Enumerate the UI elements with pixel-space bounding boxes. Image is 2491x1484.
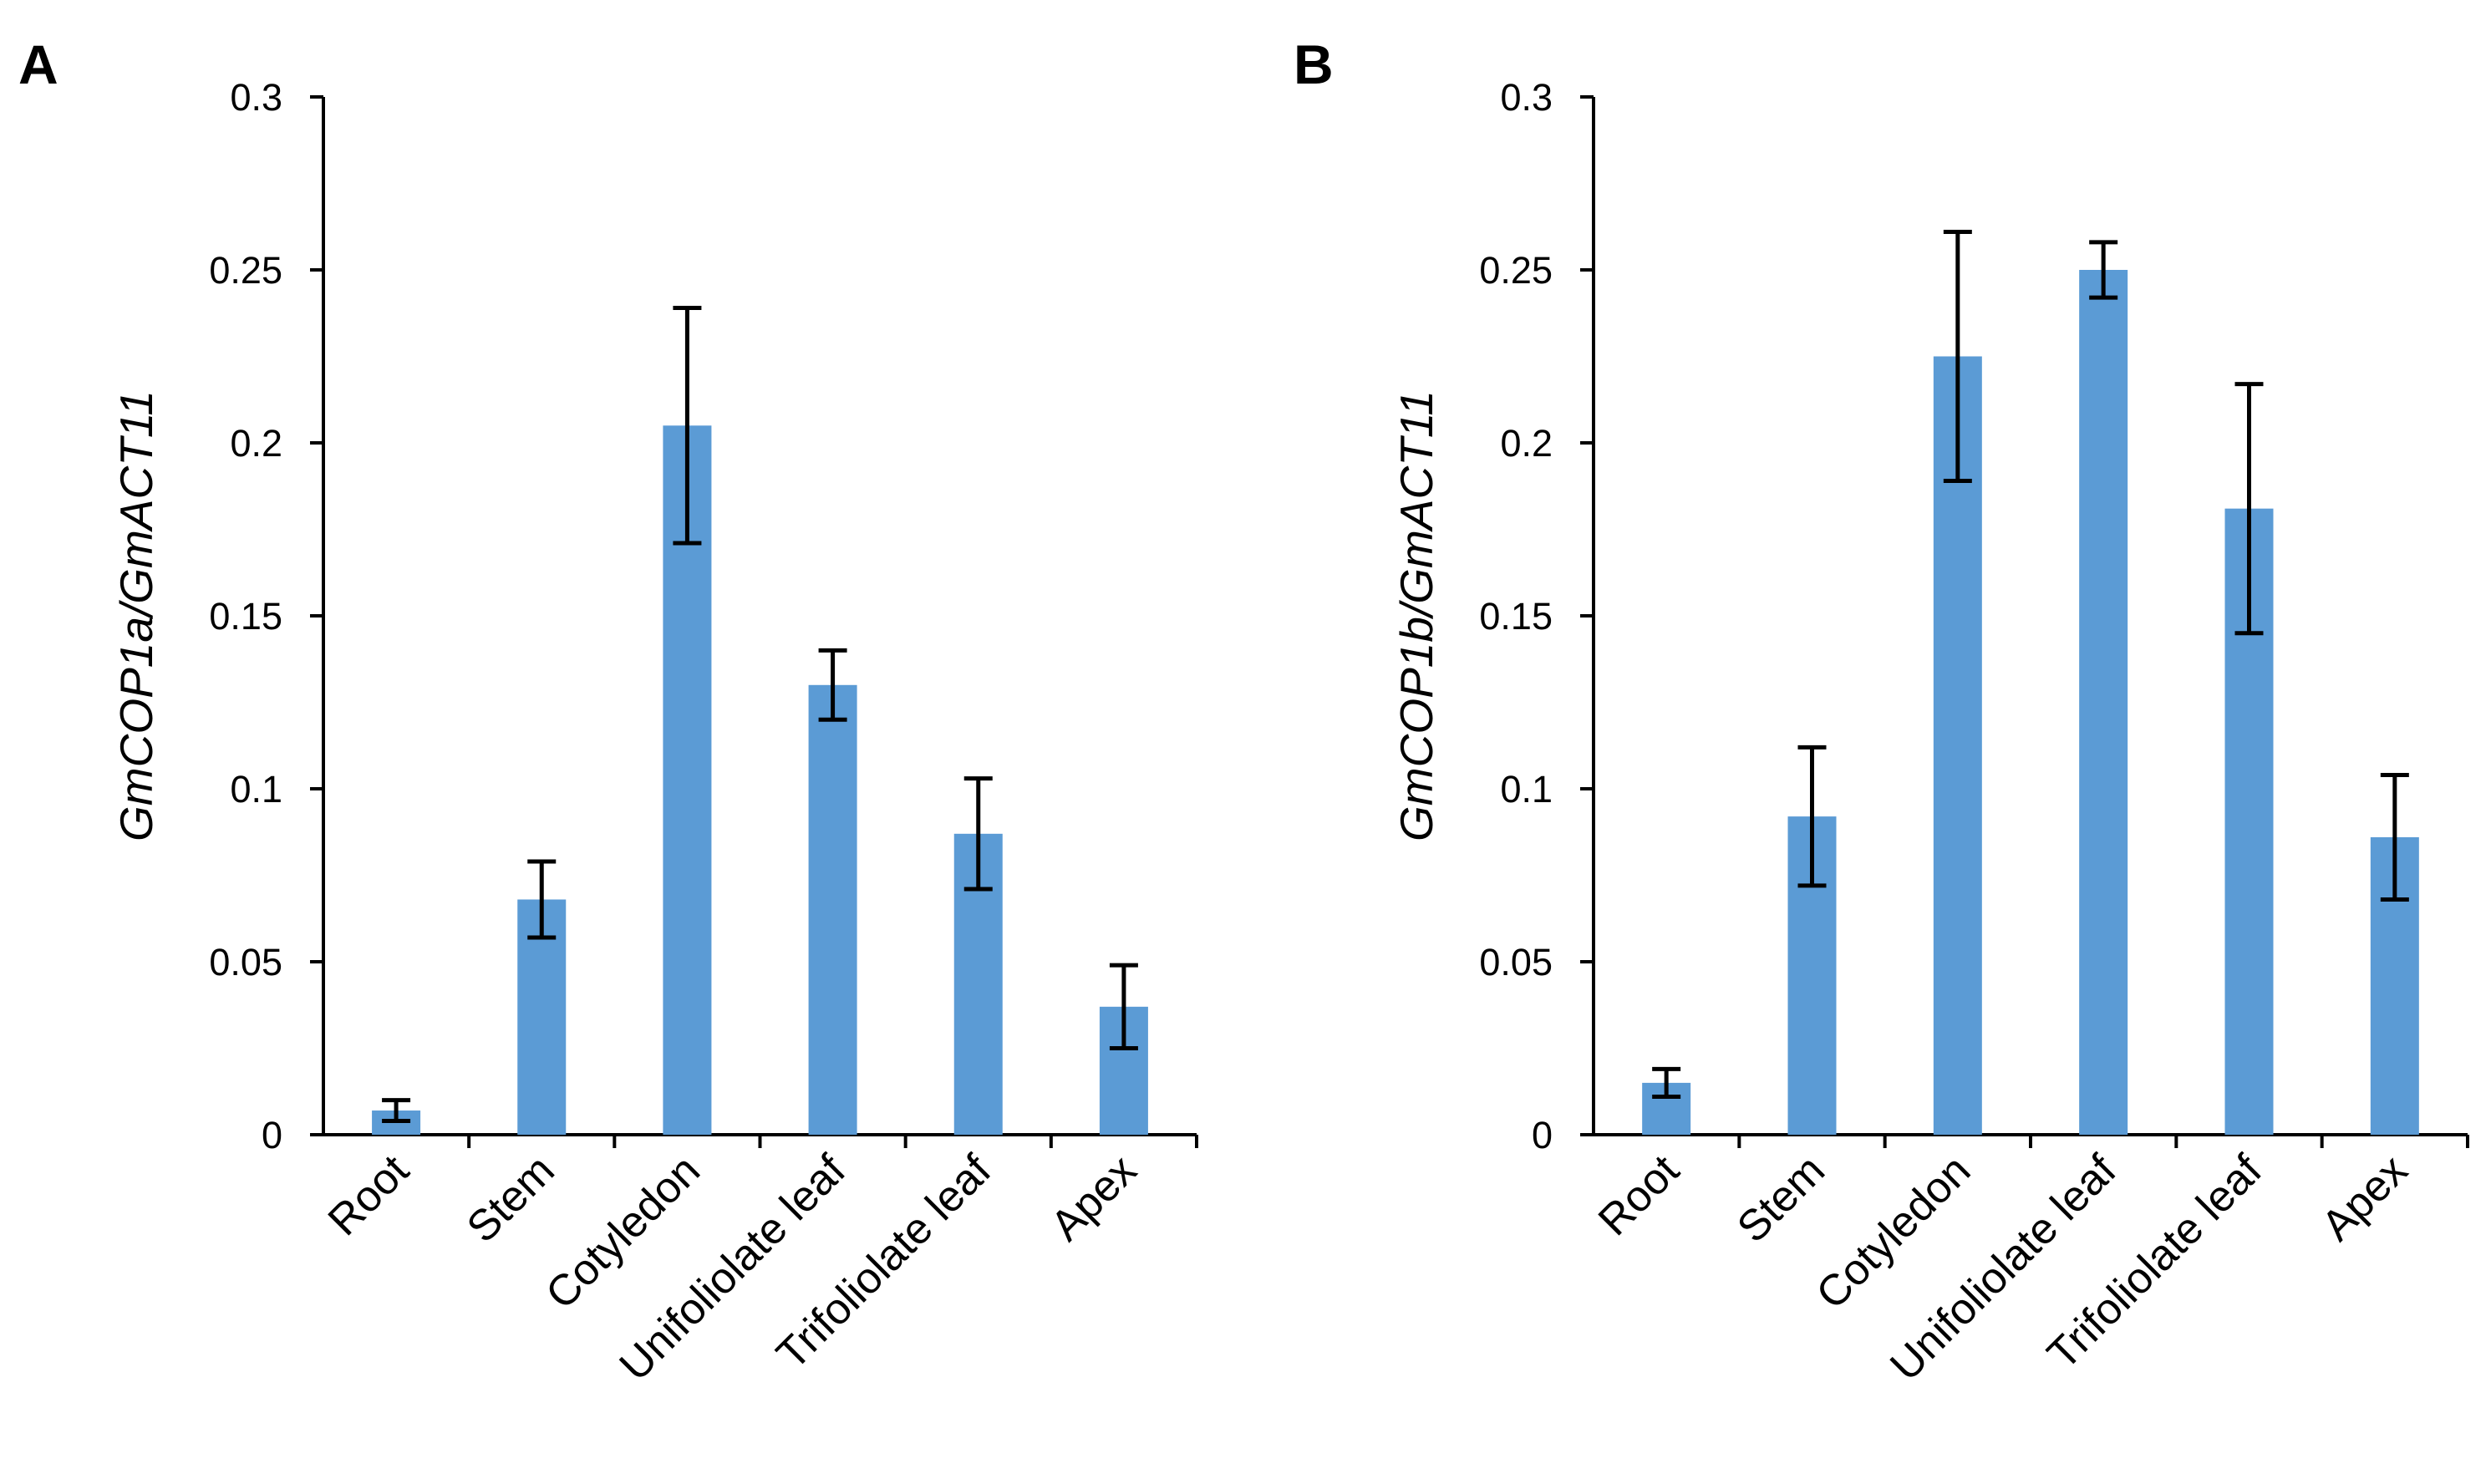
y-tick-label: 0.2 <box>1500 422 1553 465</box>
y-tick-label: 0.15 <box>1479 595 1553 638</box>
y-tick-label: 0 <box>262 1114 282 1156</box>
x-category-label: Root <box>319 1146 419 1245</box>
panel-letter: A <box>18 33 58 95</box>
x-category-label: Stem <box>1728 1146 1834 1252</box>
y-tick-label: 0.05 <box>1479 941 1553 983</box>
y-tick-label: 0.25 <box>1479 249 1553 292</box>
x-category-label: Apex <box>2312 1146 2417 1250</box>
panel-letter: B <box>1294 33 1334 95</box>
y-tick-label: 0.25 <box>209 249 282 292</box>
y-tick-label: 0.15 <box>209 595 282 638</box>
y-tick-label: 0.1 <box>230 768 282 811</box>
bar <box>1933 356 1982 1135</box>
x-category-label: Stem <box>458 1146 564 1252</box>
x-category-label: Apex <box>1042 1146 1146 1250</box>
y-tick-label: 0.05 <box>209 941 282 983</box>
chart-panel-a: A 0 0.05 0.1 0.15 0.2 0.25 0.3 GmCOP1a/GmACT11 Ro… <box>18 33 1198 1390</box>
bar <box>2079 270 2128 1135</box>
bar <box>808 684 857 1135</box>
y-axis-title: GmCOP1a/GmACT11 <box>110 390 162 841</box>
y-tick-label: 0.3 <box>230 76 282 119</box>
chart-panel-b: B 0 0.05 0.1 0.15 0.2 0.25 0.3 GmCOP1b/GmACT11 Ro… <box>1294 33 2469 1390</box>
y-tick-label: 0.3 <box>1500 76 1553 119</box>
y-tick-label: 0 <box>1532 1114 1553 1156</box>
x-category-label: Root <box>1589 1146 1689 1245</box>
y-tick-label: 0.1 <box>1500 768 1553 811</box>
y-tick-label: 0.2 <box>230 422 282 465</box>
y-axis-title: GmCOP1b/GmACT11 <box>1390 390 1442 841</box>
